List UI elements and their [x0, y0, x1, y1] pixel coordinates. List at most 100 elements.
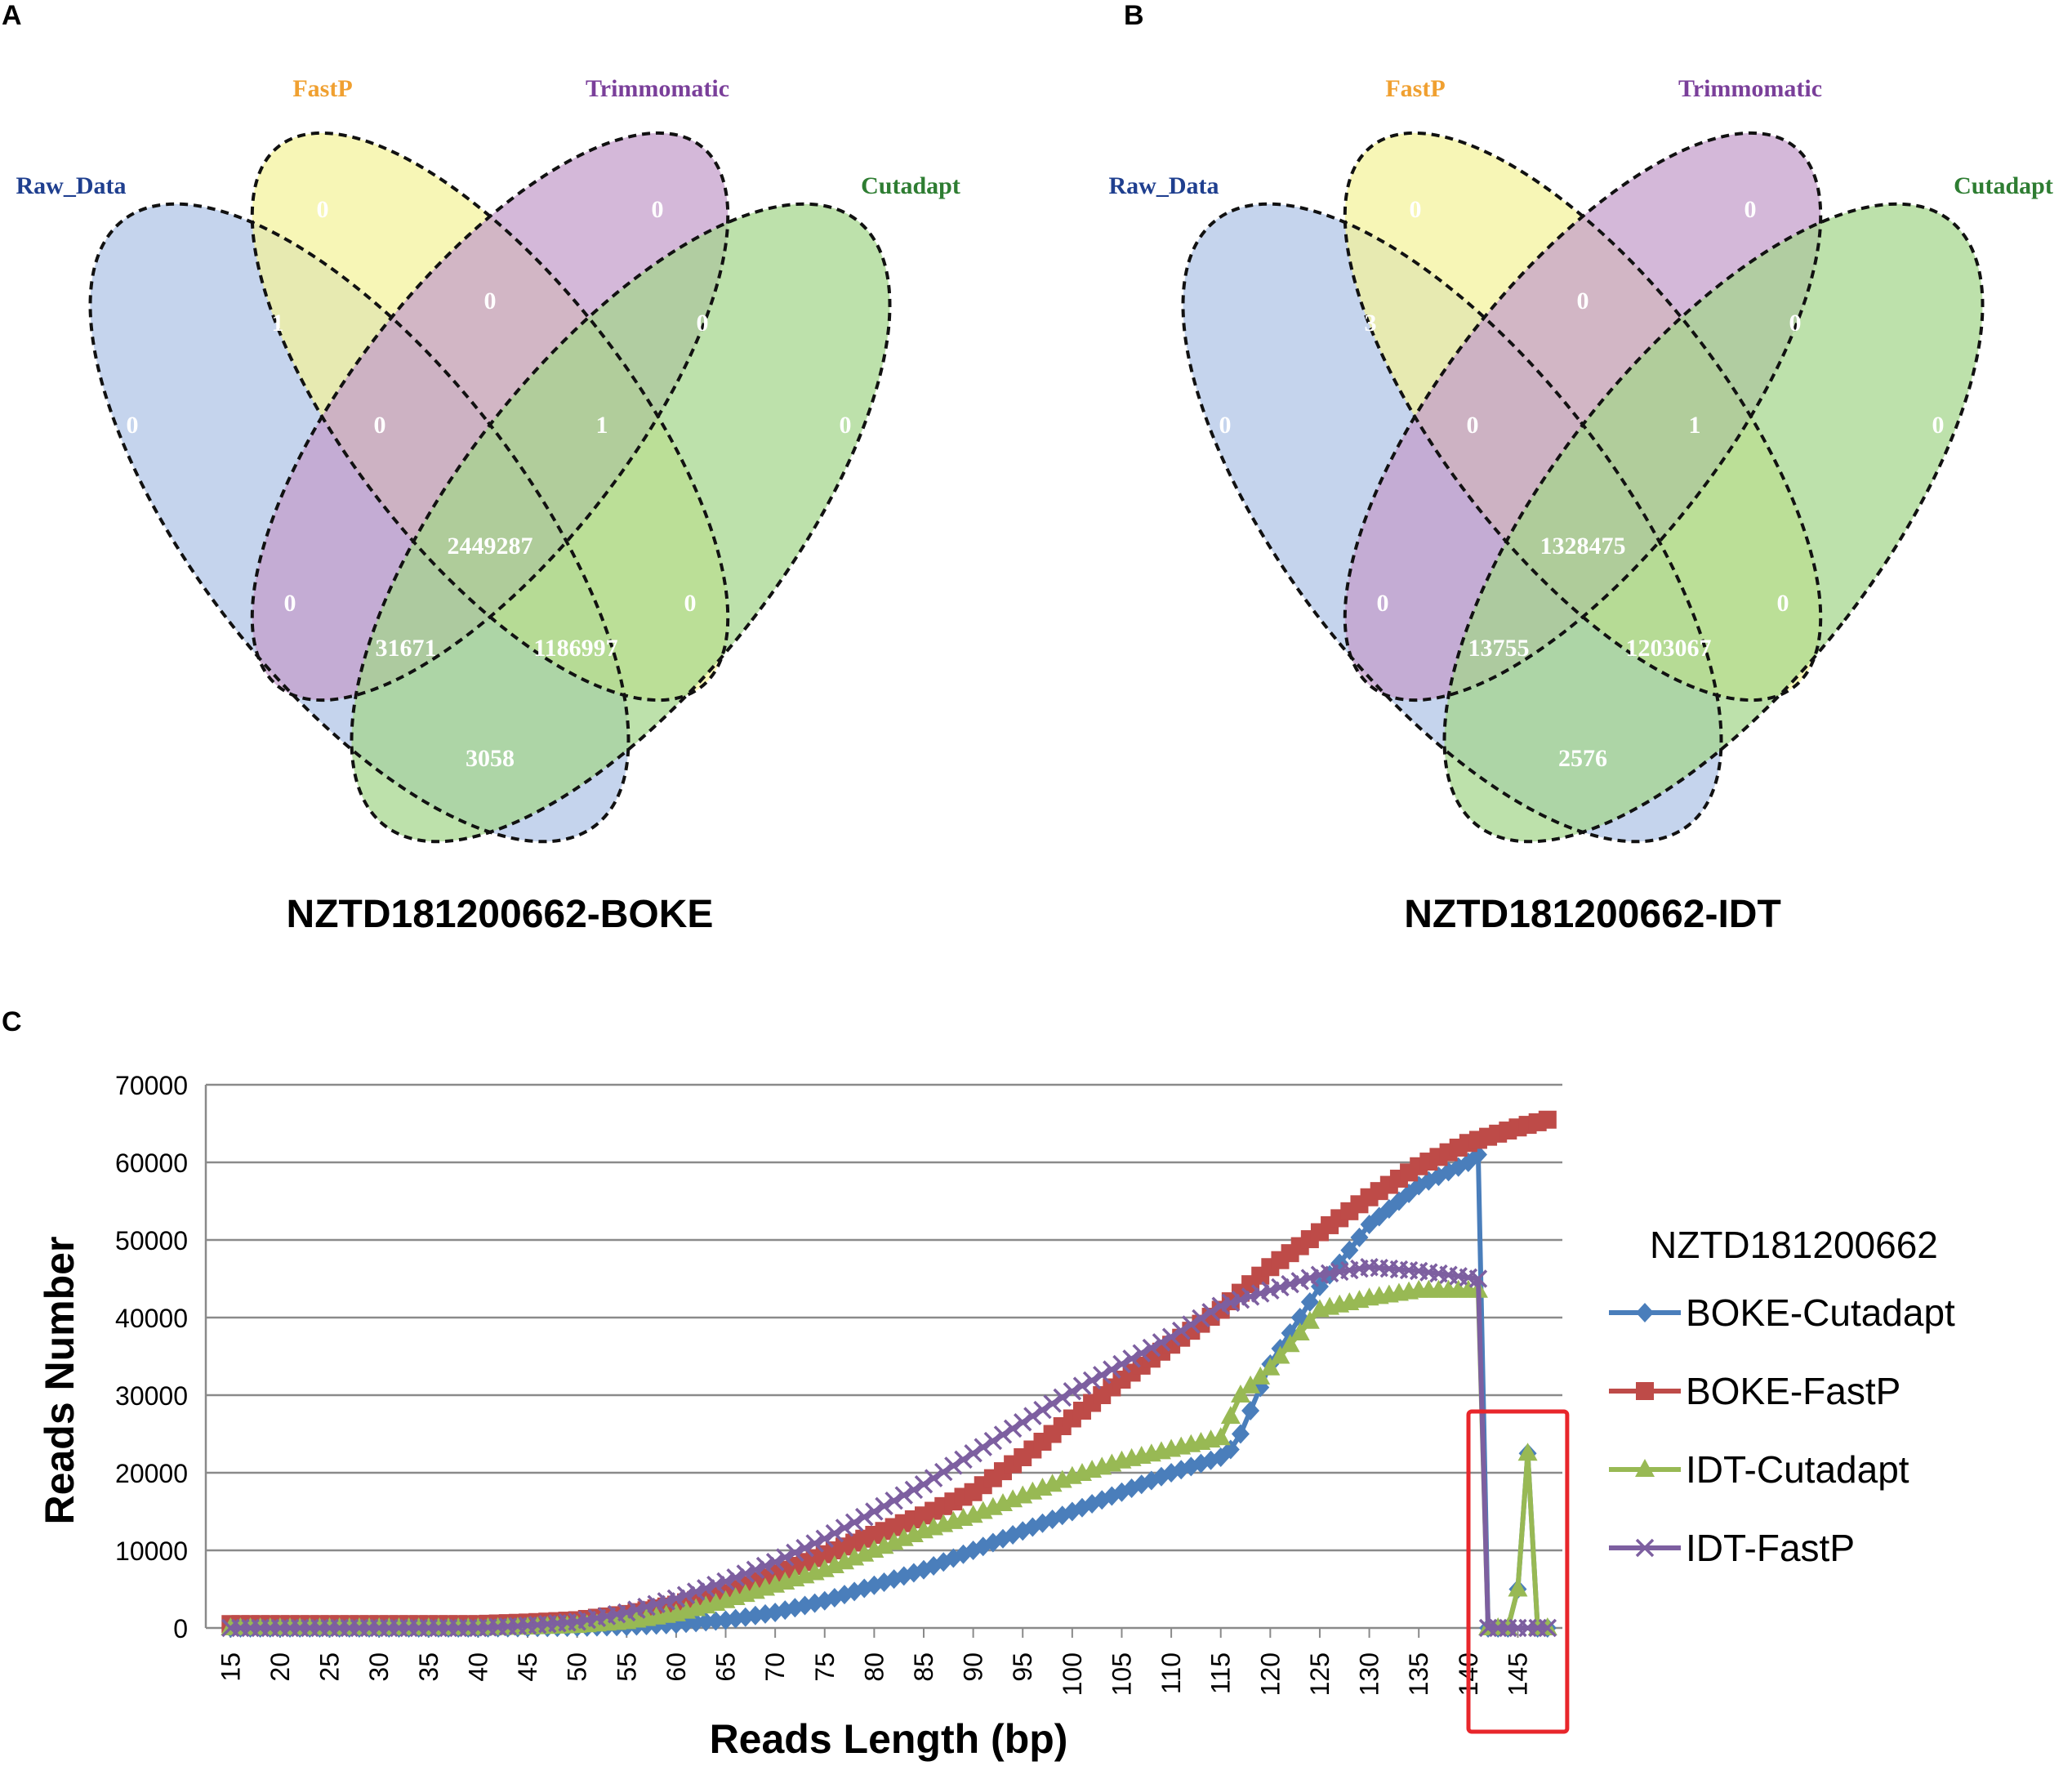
y-tick-60000: 60000 — [115, 1148, 188, 1178]
x-tick-120: 120 — [1255, 1652, 1285, 1696]
venn-set-trim — [252, 132, 729, 701]
data-point-3-90 — [964, 1444, 983, 1463]
panel-letter-a: A — [2, 0, 22, 31]
x-tick-105: 105 — [1107, 1652, 1136, 1696]
data-point-3-70 — [765, 1553, 785, 1572]
y-tick-50000: 50000 — [115, 1226, 188, 1255]
y-tick-70000: 70000 — [115, 1071, 188, 1100]
x-tick-25: 25 — [315, 1652, 345, 1682]
data-point-3-67 — [736, 1564, 755, 1583]
data-point-0-128 — [1340, 1240, 1359, 1260]
data-point-3-93 — [993, 1425, 1013, 1444]
legend-marker-0 — [1636, 1303, 1654, 1322]
data-point-3-96 — [1023, 1407, 1042, 1425]
data-point-3-83 — [894, 1486, 913, 1505]
data-point-2-117 — [1230, 1385, 1250, 1403]
x-tick-145: 145 — [1503, 1652, 1532, 1696]
data-point-3-87 — [934, 1462, 953, 1482]
x-tick-95: 95 — [1008, 1652, 1037, 1682]
data-point-3-79 — [855, 1507, 874, 1527]
data-point-3-123 — [1290, 1272, 1309, 1291]
x-tick-65: 65 — [711, 1652, 741, 1682]
data-point-0-117 — [1231, 1424, 1250, 1444]
data-point-3-78 — [844, 1513, 864, 1532]
series-layer — [221, 1110, 1557, 1638]
venn-set-cut — [351, 203, 890, 842]
legend-label-2: IDT-Cutadapt — [1686, 1448, 1909, 1491]
data-point-3-74 — [805, 1534, 824, 1553]
x-tick-50: 50 — [563, 1652, 592, 1682]
venn-count-raw-fastp: 3 — [1365, 310, 1377, 337]
venn-label-raw: Raw_Data — [1109, 172, 1219, 199]
data-point-3-141 — [1468, 1269, 1488, 1288]
data-point-3-94 — [1003, 1419, 1023, 1438]
venn-label-cut: Cutadapt — [861, 172, 960, 199]
venn-count-raw-trim-cut: 13755 — [1468, 635, 1530, 662]
y-tick-30000: 30000 — [115, 1381, 188, 1411]
data-point-2-145 — [1508, 1578, 1528, 1597]
x-tick-60: 60 — [662, 1652, 691, 1682]
legend-marker-1 — [1636, 1382, 1654, 1400]
data-point-3-121 — [1271, 1278, 1290, 1297]
y-axis-label: Reads Number — [37, 1237, 82, 1525]
y-axis-ticks: 0 10000 20000 30000 40000 50000 60000 70000 — [115, 1071, 188, 1643]
x-tick-20: 20 — [265, 1652, 295, 1682]
data-point-3-97 — [1033, 1400, 1052, 1420]
y-tick-10000: 10000 — [115, 1536, 188, 1566]
venn-outline-raw — [1181, 202, 1723, 844]
x-tick-55: 55 — [612, 1652, 641, 1682]
x-tick-115: 115 — [1206, 1652, 1236, 1694]
data-point-3-84 — [904, 1480, 924, 1500]
venn-count-cut-only: 0 — [840, 412, 852, 439]
data-point-3-85 — [914, 1475, 934, 1494]
data-point-3-109 — [1152, 1333, 1171, 1352]
data-point-3-89 — [954, 1450, 973, 1469]
venn-count-raw-only: 0 — [1219, 412, 1232, 439]
series-line-3 — [230, 1264, 1548, 1630]
venn-outline-cut — [350, 202, 892, 844]
panel-letter-b: B — [1124, 0, 1144, 31]
data-point-2-146 — [1517, 1443, 1538, 1461]
x-axis-label: Reads Length (bp) — [710, 1716, 1068, 1762]
data-point-3-105 — [1112, 1354, 1131, 1374]
venn-count-raw-fastp-cut: 1203067 — [1626, 635, 1712, 662]
data-point-0-118 — [1241, 1401, 1260, 1420]
y-tick-40000: 40000 — [115, 1304, 188, 1333]
y-tick-20000: 20000 — [115, 1459, 188, 1488]
data-point-3-66 — [726, 1568, 745, 1587]
venn-label-fastp: FastP — [292, 75, 352, 102]
data-point-3-60 — [666, 1589, 686, 1608]
data-point-3-61 — [676, 1585, 696, 1604]
reads-length-line-chart: 0 10000 20000 30000 40000 50000 60000 70000 15 2… — [37, 1071, 1955, 1762]
legend-label-1: BOKE-FastP — [1686, 1370, 1900, 1412]
legend-label-0: BOKE-Cutadapt — [1686, 1291, 1955, 1334]
x-tick-15: 15 — [216, 1652, 245, 1682]
venn-count-fastp-trim-cut: 1 — [1689, 412, 1701, 439]
data-point-3-65 — [716, 1572, 735, 1591]
data-point-3-71 — [776, 1548, 795, 1567]
data-point-3-119 — [1250, 1284, 1270, 1303]
data-point-3-111 — [1171, 1321, 1191, 1340]
venn-count-raw-fastp-trim: 0 — [374, 412, 386, 439]
x-tick-40: 40 — [463, 1652, 492, 1682]
data-point-2-123 — [1290, 1322, 1310, 1340]
data-point-3-99 — [1053, 1388, 1072, 1407]
venn-set-cut — [1444, 203, 1983, 842]
venn-count-fastp-only: 0 — [317, 196, 329, 223]
data-point-3-114 — [1201, 1303, 1220, 1322]
venn-count-trim-cut: 0 — [697, 310, 709, 337]
data-point-3-112 — [1182, 1315, 1201, 1334]
highlight-box — [1466, 1409, 1570, 1734]
data-point-2-119 — [1250, 1366, 1271, 1385]
data-point-3-120 — [1261, 1281, 1280, 1300]
data-point-0-63 — [697, 1612, 715, 1632]
data-point-3-92 — [983, 1431, 1003, 1451]
data-point-3-73 — [795, 1538, 814, 1558]
venn-count-fastp-cut: 0 — [684, 590, 697, 617]
data-point-3-77 — [835, 1518, 854, 1537]
data-point-3-106 — [1122, 1349, 1141, 1368]
data-point-3-68 — [746, 1560, 765, 1579]
data-point-3-98 — [1043, 1394, 1062, 1413]
venn-count-raw-cut: 3058 — [466, 745, 515, 772]
